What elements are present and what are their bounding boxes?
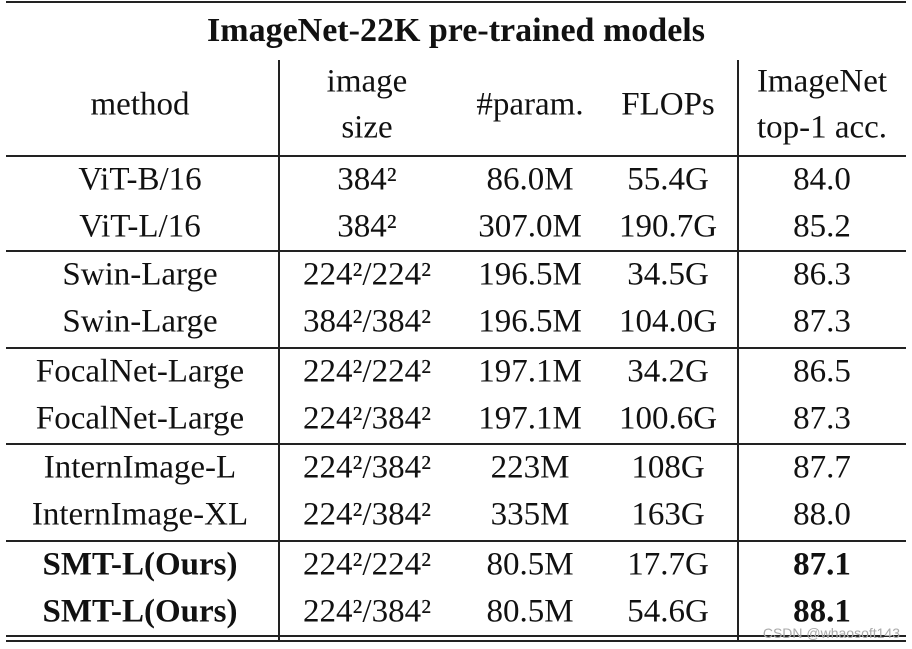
table-cell: 197.1M [478, 353, 582, 390]
table-cell: 224²/224² [303, 256, 431, 293]
column-rule [737, 60, 739, 641]
column-header: method [90, 86, 190, 123]
table-cell: SMT-L(Ours) [42, 546, 238, 583]
rule [6, 250, 906, 252]
table-cell: 104.0G [618, 303, 718, 340]
table-cell: 190.7G [618, 208, 718, 245]
table-cell: 88.1 [793, 593, 851, 630]
rule [6, 640, 906, 642]
rule [6, 1, 906, 3]
column-header: FLOPs [621, 86, 715, 123]
table-cell: 87.3 [793, 303, 851, 340]
watermark: CSDN @whaosoft143 [762, 625, 900, 641]
rule [6, 347, 906, 349]
table-cell: 34.5G [627, 256, 709, 293]
table-cell: 384²/384² [303, 303, 431, 340]
rule [6, 635, 906, 637]
rule [6, 155, 906, 157]
table-cell: 87.1 [793, 546, 851, 583]
table-cell: 384² [337, 208, 397, 245]
table-cell: 85.2 [793, 208, 851, 245]
table-cell: 108G [631, 449, 705, 486]
table-cell: ViT-B/16 [78, 161, 202, 198]
table-cell: Swin-Large [62, 303, 218, 340]
table-title: ImageNet-22K pre-trained models [207, 12, 705, 49]
table-cell: 54.6G [627, 593, 709, 630]
rule [6, 540, 906, 542]
table-cell: 34.2G [627, 353, 709, 390]
table-cell: 80.5M [486, 546, 574, 583]
table-cell: 86.5 [793, 353, 851, 390]
table-cell: SMT-L(Ours) [42, 593, 238, 630]
table-cell: ViT-L/16 [79, 208, 201, 245]
column-header: top-1 acc. [756, 109, 888, 146]
table-cell: 86.3 [793, 256, 851, 293]
table-cell: 87.3 [793, 400, 851, 437]
table-cell: 88.0 [793, 496, 851, 533]
table-cell: 307.0M [478, 208, 582, 245]
table-cell: 335M [490, 496, 570, 533]
table-cell: 224²/224² [303, 353, 431, 390]
table-cell: 224²/384² [303, 593, 431, 630]
table-cell: InternImage-XL [31, 496, 249, 533]
column-header: image [326, 63, 408, 100]
table-cell: Swin-Large [62, 256, 218, 293]
table-cell: 100.6G [618, 400, 718, 437]
table-cell: 196.5M [478, 303, 582, 340]
column-header: #param. [476, 86, 584, 123]
table-cell: 224²/384² [303, 449, 431, 486]
table-cell: 196.5M [478, 256, 582, 293]
table-cell: 223M [490, 449, 570, 486]
table-cell: 384² [337, 161, 397, 198]
table-cell: 80.5M [486, 593, 574, 630]
table-cell: 17.7G [627, 546, 709, 583]
table-cell: InternImage-L [43, 449, 237, 486]
table-cell: 224²/224² [303, 546, 431, 583]
table-cell: FocalNet-Large [35, 353, 245, 390]
table-cell: FocalNet-Large [35, 400, 245, 437]
table-cell: 197.1M [478, 400, 582, 437]
table-cell: 224²/384² [303, 496, 431, 533]
column-rule [278, 60, 280, 641]
column-header: size [341, 109, 393, 146]
table-cell: 163G [631, 496, 705, 533]
rule [6, 443, 906, 445]
column-header: ImageNet [756, 63, 888, 100]
table-cell: 87.7 [793, 449, 851, 486]
table-cell: 55.4G [627, 161, 709, 198]
table-cell: 84.0 [793, 161, 851, 198]
table-cell: 224²/384² [303, 400, 431, 437]
table-cell: 86.0M [486, 161, 574, 198]
